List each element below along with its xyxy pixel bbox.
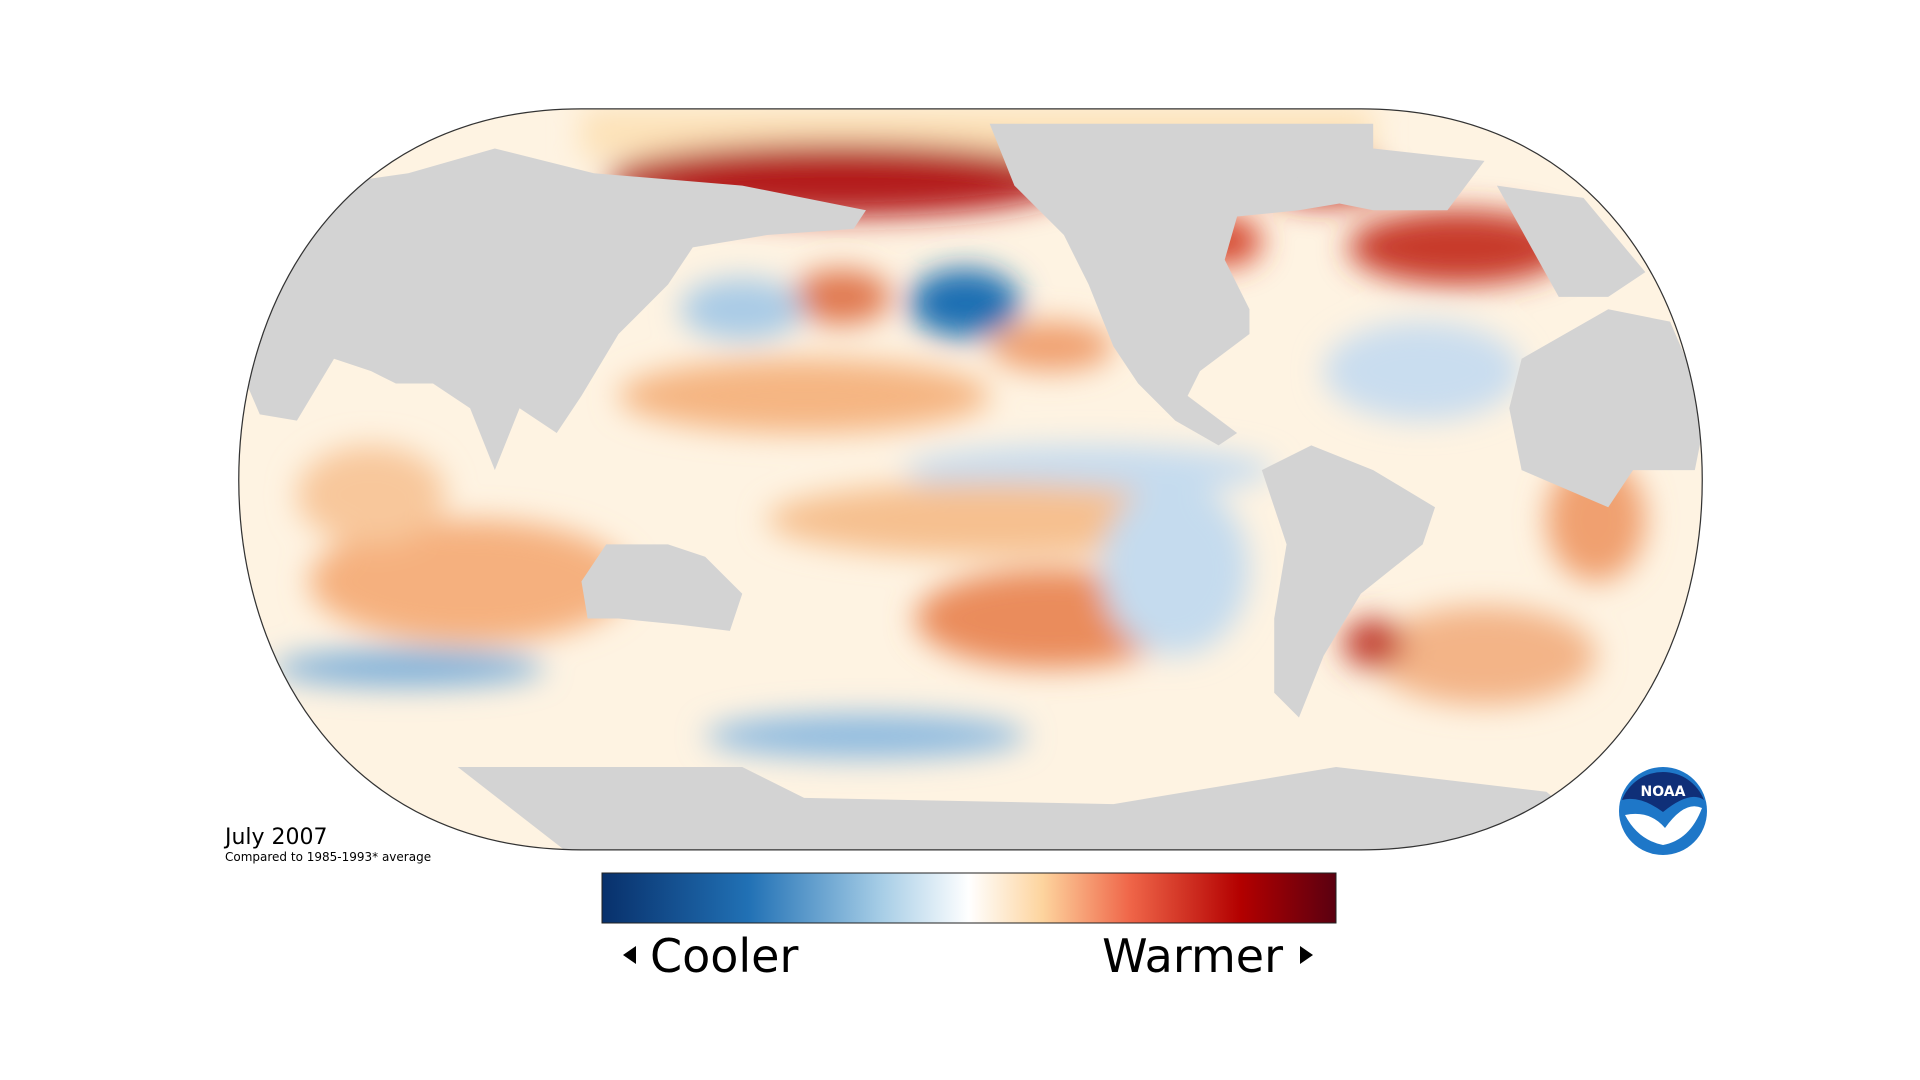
map bbox=[238, 108, 1703, 851]
map-subtitle: Compared to 1985-1993* average bbox=[225, 850, 431, 864]
logo-text: NOAA bbox=[1641, 784, 1686, 800]
legend-low-label: Cooler bbox=[650, 929, 798, 983]
map-title: July 2007 bbox=[223, 825, 328, 850]
map-content bbox=[238, 108, 1703, 850]
noaa-logo: NOAA bbox=[1619, 767, 1707, 855]
color-scale bbox=[601, 872, 1337, 924]
anomaly-field bbox=[272, 108, 1646, 759]
legend-high-label: Warmer bbox=[1102, 929, 1283, 983]
warmer-arrow bbox=[1300, 946, 1313, 964]
cooler-arrow bbox=[623, 946, 636, 964]
land bbox=[241, 123, 1703, 850]
map-outline bbox=[238, 108, 1703, 851]
